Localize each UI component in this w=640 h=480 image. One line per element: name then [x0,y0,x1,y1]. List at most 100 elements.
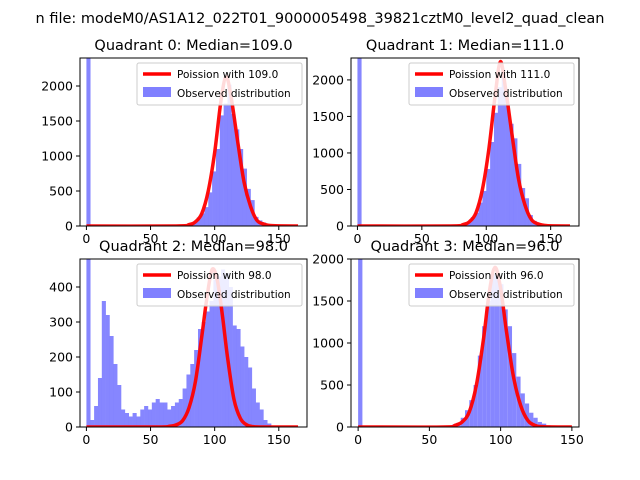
histogram-bar [486,169,491,226]
histogram-bar [94,406,99,427]
histogram-bar [121,409,126,427]
histogram-bar [497,87,502,226]
y-tick-label: 0 [65,420,73,435]
histogram-bar [478,202,483,226]
histogram-bar [221,269,226,427]
histogram-bar [86,58,91,226]
histogram-bar [490,142,495,226]
histogram-bar [144,406,149,427]
histogram-bar [97,378,103,427]
histogram-bar [204,207,209,226]
histogram-bar [259,409,264,427]
histogram-bar [213,280,218,427]
histogram-bar [200,213,205,226]
histogram-bar [517,163,522,226]
histogram-bar [178,399,183,427]
x-tick-label: 0 [82,231,90,246]
histogram-bar [231,114,236,226]
histogram-bar [212,171,217,226]
histogram-bar [503,309,508,427]
histogram-bar [474,212,479,226]
histogram-bar [219,115,224,226]
x-tick-label: 100 [489,432,513,447]
histogram-bar [194,350,199,427]
histogram-bar [358,259,363,427]
histogram-bar [182,388,187,427]
legend-fit-label: Poission with 96.0 [449,270,544,282]
histogram-bar [113,364,118,427]
subplot-2: 0 50 100 150 0 100 200 300 400 Poission with 98.0… [49,239,308,447]
histogram-bar [501,76,506,226]
histogram-bar [494,275,500,427]
histogram-bar [217,276,222,427]
figure-suptitle: n file: modeM0/AS1A12_022T01_9000005498_… [36,11,605,27]
histogram-bar [196,217,201,226]
histogram-bar [147,409,153,427]
x-tick-label: 0 [354,432,362,447]
histogram-bar [482,190,487,226]
histogram-bar [240,346,245,427]
histogram-bar [109,336,114,427]
y-tick-label: 500 [49,184,73,199]
histogram-bar [223,103,228,226]
y-tick-label: 500 [320,378,344,393]
histogram-bar [524,403,530,427]
histogram-bar [242,168,247,226]
y-tick-label: 1500 [312,294,344,309]
histogram-bar [248,367,253,427]
histogram-bar [521,188,526,226]
histogram-bar [533,417,538,427]
y-tick-label: 0 [336,219,344,234]
histogram-bar [470,217,475,226]
legend-fit-label: Poission with 111.0 [449,69,550,81]
histogram-bar [232,325,237,427]
x-tick-label: 0 [353,231,361,246]
legend-observed-label: Observed distribution [177,289,291,301]
plot-area [357,58,571,226]
y-tick-label: 1500 [41,114,73,129]
histogram-bar [215,149,221,226]
x-tick-label: 50 [143,231,159,246]
x-tick-label: 50 [414,231,430,246]
histogram-bar [124,413,129,427]
y-tick-label: 1500 [312,109,344,124]
histogram-bar [117,385,122,427]
histogram-bar [132,413,137,427]
y-tick-label: 400 [49,280,73,295]
histogram-bar [128,416,133,427]
legend-hist-swatch [415,87,443,97]
histogram-bar [255,402,260,427]
x-tick-label: 100 [474,231,498,246]
histogram-bar [209,301,214,427]
histogram-bar [140,409,145,427]
subplot-title: Quadrant 1: Median=111.0 [366,38,564,54]
y-tick-label: 100 [49,385,73,400]
histogram-bar [186,374,191,427]
histogram-bar [244,357,249,427]
legend-box [136,263,303,307]
histogram-bar [482,326,487,427]
histogram-bar [197,329,203,427]
histogram-bar [357,58,362,226]
histogram-bar [155,399,160,427]
y-tick-label: 0 [336,420,344,435]
histogram-bar [105,315,110,427]
y-tick-label: 1000 [312,336,344,351]
histogram-bar [513,138,518,226]
histogram-bar [174,402,180,427]
legend-observed-label: Observed distribution [177,88,291,100]
histogram-bar [509,123,514,226]
histogram-bar [227,84,232,226]
legend-observed-label: Observed distribution [449,289,563,301]
x-tick-label: 150 [267,231,291,246]
legend-box [408,263,575,307]
x-tick-label: 150 [267,432,291,447]
histogram-bar [499,284,504,427]
legend-box [408,62,575,106]
x-tick-label: 50 [421,432,437,447]
plot-area [358,259,572,427]
y-tick-label: 0 [65,219,73,234]
histogram-bar [246,188,251,226]
